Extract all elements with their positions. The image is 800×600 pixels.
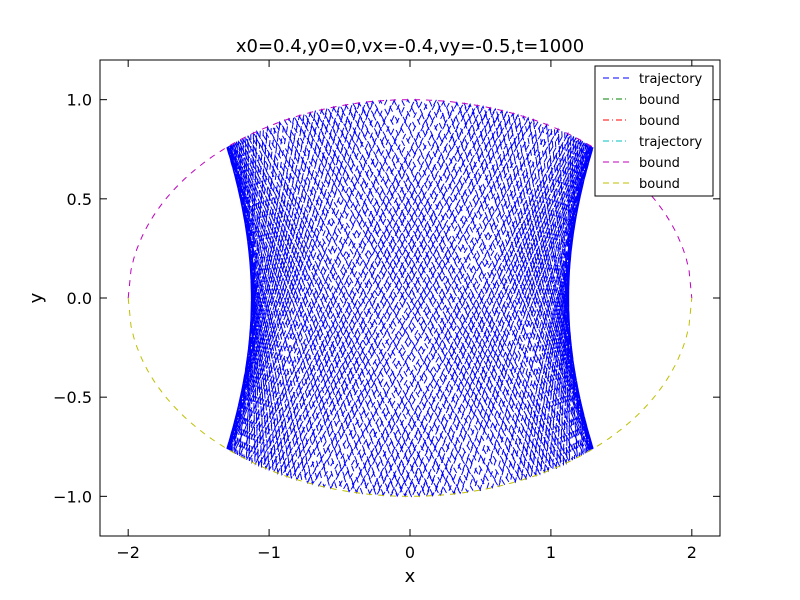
trajectory-line: [226, 98, 594, 498]
legend-label: bound: [639, 156, 680, 171]
legend-label: trajectory: [639, 135, 703, 150]
y-tick-label: 0.5: [67, 190, 92, 209]
legend-label: bound: [639, 177, 680, 192]
x-tick-label: 2: [687, 543, 697, 562]
y-tick-label: 0.0: [67, 289, 92, 308]
axis-ticks: −2 −1 0 1 2 −1.0 −0.5 0.0 0.5 1.0: [53, 60, 720, 562]
legend: trajectory bound bound trajectory bound bound: [594, 65, 714, 197]
legend-label: trajectory: [639, 72, 703, 87]
legend-label: bound: [639, 93, 680, 108]
legend-box: [594, 65, 714, 197]
x-tick-label: −2: [116, 543, 140, 562]
y-tick-label: −1.0: [53, 487, 92, 506]
y-tick-label: 1.0: [67, 91, 92, 110]
x-tick-label: 0: [405, 543, 415, 562]
chart-title: x0=0.4,y0=0,vx=-0.4,vy=-0.5,t=1000: [236, 36, 584, 57]
x-tick-label: −1: [257, 543, 281, 562]
y-axis-label: y: [26, 292, 47, 303]
y-tick-label: −0.5: [53, 388, 92, 407]
x-axis-label: x: [405, 566, 416, 587]
x-tick-label: 1: [546, 543, 556, 562]
legend-label: bound: [639, 114, 680, 129]
lower-bound-line: [127, 297, 693, 497]
